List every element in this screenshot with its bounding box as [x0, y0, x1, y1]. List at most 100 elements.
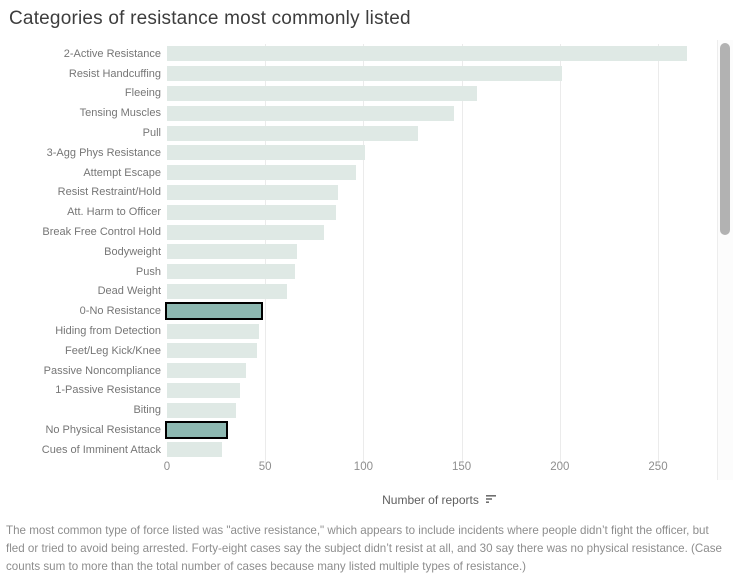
- category-label: Pull: [142, 127, 161, 140]
- table-row: 0-No Resistance: [0, 301, 713, 321]
- highlighted-bar[interactable]: [165, 421, 228, 440]
- bar[interactable]: [167, 244, 297, 260]
- bar-track: [167, 202, 713, 222]
- category-label: Resist Restraint/Hold: [57, 186, 161, 199]
- caption-text: The most common type of force listed was…: [6, 524, 722, 573]
- x-axis-tick-label: 150: [452, 461, 472, 473]
- bar[interactable]: [167, 66, 562, 82]
- bar-track: [167, 84, 713, 104]
- bar-track: [167, 400, 713, 420]
- bar-chart: 2-Active Resistance Resist Handcuffing Fle…: [0, 44, 713, 464]
- bar[interactable]: [167, 382, 240, 398]
- bar-track: [167, 143, 713, 163]
- category-label: Resist Handcuffing: [68, 67, 161, 80]
- bar[interactable]: [167, 323, 260, 339]
- bar[interactable]: [167, 264, 295, 280]
- bar[interactable]: [167, 46, 688, 62]
- x-axis: 0 50 100 150 200 250: [0, 461, 713, 477]
- x-axis-tick-label: 200: [550, 461, 570, 473]
- table-row: Passive Noncompliance: [0, 361, 713, 381]
- bar[interactable]: [167, 125, 419, 141]
- bar-track: [167, 262, 713, 282]
- table-row: Att. Harm to Officer: [0, 202, 713, 222]
- chart-title: Categories of resistance most commonly l…: [9, 8, 411, 29]
- table-row: Pull: [0, 123, 713, 143]
- category-label: Dead Weight: [97, 285, 161, 298]
- bar-track: [167, 361, 713, 381]
- bar-track: [167, 183, 713, 203]
- table-row: Push: [0, 262, 713, 282]
- category-label: 0-No Resistance: [79, 305, 161, 318]
- category-label: Fleeing: [124, 87, 161, 100]
- bar-track: [165, 420, 713, 440]
- x-axis-label-row: Number of reports: [167, 491, 713, 509]
- bar[interactable]: [167, 442, 222, 458]
- category-label: Hiding from Detection: [55, 325, 161, 338]
- table-row: Dead Weight: [0, 282, 713, 302]
- bar[interactable]: [167, 204, 336, 220]
- table-row: Resist Handcuffing: [0, 64, 713, 84]
- category-label: Bodyweight: [104, 245, 161, 258]
- category-label: Feet/Leg Kick/Knee: [64, 344, 161, 357]
- table-row: No Physical Resistance: [0, 420, 713, 440]
- gridline: [461, 44, 463, 464]
- sort-descending-icon[interactable]: [485, 491, 498, 509]
- bar-track: [167, 321, 713, 341]
- table-row: 1-Passive Resistance: [0, 381, 713, 401]
- category-label: Att. Harm to Officer: [67, 206, 161, 219]
- table-row: Cues of Imminent Attack: [0, 440, 713, 460]
- category-label: 1-Passive Resistance: [55, 384, 161, 397]
- table-row: Biting: [0, 400, 713, 420]
- vertical-scrollbar-track[interactable]: [717, 40, 733, 480]
- bar[interactable]: [167, 402, 236, 418]
- category-label: Break Free Control Hold: [42, 226, 161, 239]
- x-axis-tick-label: 100: [353, 461, 373, 473]
- table-row: 3-Agg Phys Resistance: [0, 143, 713, 163]
- table-row: Resist Restraint/Hold: [0, 183, 713, 203]
- x-axis-tick-label: 250: [648, 461, 668, 473]
- x-axis-title: Number of reports: [382, 493, 479, 507]
- table-row: Bodyweight: [0, 242, 713, 262]
- bar-track: [167, 163, 713, 183]
- category-label: 2-Active Resistance: [63, 47, 161, 60]
- bar-rows: 2-Active Resistance Resist Handcuffing Fle…: [0, 44, 713, 460]
- bar[interactable]: [167, 184, 338, 200]
- category-label: Biting: [133, 404, 161, 417]
- bar-track: [165, 301, 713, 321]
- gridline: [559, 44, 561, 464]
- table-row: Attempt Escape: [0, 163, 713, 183]
- bar[interactable]: [167, 224, 325, 240]
- vertical-scrollbar-thumb[interactable]: [720, 43, 730, 235]
- gridline: [658, 44, 659, 464]
- x-axis-tick-label: 50: [258, 461, 272, 473]
- table-row: 2-Active Resistance: [0, 44, 713, 64]
- table-row: Tensing Muscles: [0, 103, 713, 123]
- bar-track: [167, 222, 713, 242]
- bar-track: [167, 381, 713, 401]
- bar-track: [167, 123, 713, 143]
- category-label: Tensing Muscles: [79, 107, 161, 120]
- category-label: Push: [135, 265, 161, 278]
- category-label: Passive Noncompliance: [43, 364, 161, 377]
- table-row: Break Free Control Hold: [0, 222, 713, 242]
- table-row: Feet/Leg Kick/Knee: [0, 341, 713, 361]
- bar-track: [167, 44, 713, 64]
- bar[interactable]: [167, 283, 287, 299]
- bar[interactable]: [167, 165, 356, 181]
- bar[interactable]: [167, 145, 366, 161]
- bar-track: [167, 103, 713, 123]
- category-label: 3-Agg Phys Resistance: [46, 146, 161, 159]
- bar-track: [167, 341, 713, 361]
- category-label: Cues of Imminent Attack: [41, 443, 161, 456]
- highlighted-bar[interactable]: [165, 302, 264, 321]
- bar[interactable]: [167, 343, 258, 359]
- bar-track: [167, 282, 713, 302]
- x-axis-tick-label: 0: [163, 461, 171, 473]
- category-label: No Physical Resistance: [45, 424, 161, 437]
- category-label: Attempt Escape: [83, 166, 161, 179]
- bar-track: [167, 64, 713, 84]
- bar[interactable]: [167, 363, 246, 379]
- bar[interactable]: [167, 105, 454, 121]
- bar[interactable]: [167, 85, 478, 101]
- gridline: [363, 44, 365, 464]
